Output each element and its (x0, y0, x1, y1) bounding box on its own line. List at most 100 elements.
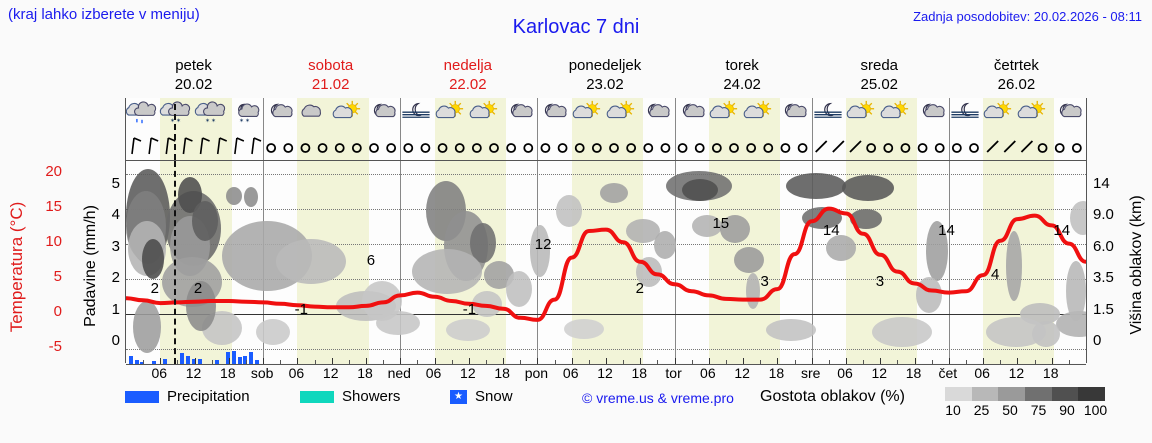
day-separator (948, 98, 950, 160)
weather-icon-moon-cloud (536, 100, 572, 128)
temperature-axis-title-text: Temperatura (°C) (7, 201, 26, 333)
x-axis-tick (811, 358, 813, 364)
x-axis-tick-label: 06 (425, 365, 442, 381)
precipitation-bar (186, 355, 191, 364)
cloud-density-step (945, 387, 972, 401)
x-axis-minor-tick (623, 360, 625, 364)
precipitation-bar (254, 359, 259, 364)
weather-icon-sun-cloud (708, 100, 744, 128)
temperature-tick: 10 (45, 232, 62, 250)
weather-icon-sun-cloud (982, 100, 1018, 128)
day-separator (400, 98, 402, 160)
x-axis-minor-tick (417, 360, 419, 364)
temperature-point-label: 15 (712, 214, 730, 232)
day-header-7: četrtek 26.02 (948, 56, 1085, 94)
x-axis-minor-tick (657, 360, 659, 364)
x-axis-minor-tick (863, 360, 865, 364)
x-axis-minor-tick (588, 360, 590, 364)
day-date: 21.02 (311, 76, 350, 93)
day-separator (811, 98, 813, 160)
day-name: sreda (860, 57, 899, 74)
graph-area: 2 2 -1 6 -1 12 2 15 3 14 3 14 4 14 (126, 160, 1086, 365)
forecast-plot: ✶ ✶ ✶ ✶ ✶ ✶ 2 2 -1 6 -1 12 2 15 3 14 3 14 4 14 (125, 98, 1087, 365)
x-axis-minor-tick (760, 360, 762, 364)
temperature-tick: -5 (48, 337, 62, 355)
x-axis-minor-tick (1000, 360, 1002, 364)
last-update-label: Zadnja posodobitev: 20.02.2026 - 08:11 (913, 9, 1142, 24)
weather-icon-moon-cloud (1051, 100, 1086, 128)
x-axis-tick (948, 358, 950, 364)
temperature-point-label: -1 (462, 300, 477, 318)
precipitation-tick: 3 (111, 237, 120, 255)
gridline (126, 208, 1086, 210)
precipitation-swatch (125, 391, 159, 404)
weather-icon-moon-fog (399, 100, 435, 128)
cloud-density-step (1078, 387, 1106, 401)
precipitation-bar (197, 358, 202, 364)
x-axis-minor-tick (348, 360, 350, 364)
x-axis-tick-label: 06 (151, 365, 168, 381)
x-axis-minor-tick (520, 360, 522, 364)
x-axis-tick-label: 12 (597, 365, 613, 381)
x-axis-tick (606, 358, 607, 364)
cloud-density-field (126, 169, 1086, 353)
day-separator (537, 98, 539, 160)
temperature-tick: 20 (45, 162, 62, 180)
x-axis-tick-label: tor (665, 365, 682, 381)
day-separator (674, 98, 676, 160)
svg-text:✶: ✶ (205, 117, 210, 124)
cloud-density-step (971, 387, 999, 401)
snow-swatch-icon: ★ (450, 390, 467, 405)
cloud-density-legend-title: Gostota oblakov (%) (760, 388, 905, 405)
weather-icon-moon-cloud (365, 100, 401, 128)
temperature-point-label: 2 (635, 279, 644, 297)
x-axis-minor-tick (486, 360, 487, 364)
day-separator (948, 161, 950, 364)
day-name: četrtek (993, 57, 1039, 74)
x-axis-tick-label: 18 (768, 365, 785, 381)
weather-icon-moon-cloud (502, 100, 538, 128)
x-axis-tick (708, 358, 710, 364)
x-axis-tick-label: 12 (460, 365, 476, 381)
x-axis-tick (468, 358, 470, 364)
day-separator (674, 161, 676, 364)
weather-icon-sun-cloud (434, 100, 470, 128)
day-name: ponedeljek (568, 57, 642, 74)
x-axis-minor-tick (211, 360, 213, 364)
x-axis-minor-tick (1034, 360, 1036, 364)
x-axis-minor-tick (246, 360, 247, 364)
temperature-axis-title: Temperatura (°C) (2, 175, 30, 360)
x-axis-tick-label: ned (387, 365, 411, 381)
svg-text:✶: ✶ (176, 117, 181, 124)
x-axis-tick (880, 358, 882, 364)
day-date: 23.02 (586, 76, 624, 93)
gridline (126, 173, 1086, 175)
day-date: 24.02 (723, 76, 761, 93)
page-title: Karlovac 7 dni (512, 16, 640, 38)
weather-icon-sun-cloud (879, 100, 915, 128)
weather-icon-sun-cloud (331, 100, 367, 128)
weather-icon-sun-cloud (1016, 100, 1052, 128)
temperature-point-label: 12 (534, 235, 552, 253)
svg-text:✶: ✶ (211, 117, 216, 124)
weather-icon-moon-cloud-snow: ✶ ✶ (228, 100, 264, 128)
x-axis-tick-label: 18 (357, 365, 373, 381)
x-axis-minor-tick (794, 360, 796, 364)
x-axis-tick-label: 18 (494, 365, 510, 381)
current-time-marker (174, 161, 176, 364)
x-axis-tick (297, 358, 299, 364)
svg-text:✶: ✶ (245, 117, 250, 124)
x-axis-minor-tick (314, 360, 316, 364)
weather-icon-sun-cloud (605, 100, 641, 128)
copyright-link[interactable]: © vreme.us & vreme.pro (582, 390, 734, 406)
day-separator (263, 98, 265, 160)
precipitation-bar (226, 351, 231, 364)
precipitation-tick: 0 (111, 332, 120, 349)
x-axis-minor-tick (280, 360, 282, 364)
weather-icon-moon-fog (948, 100, 984, 128)
x-axis-minor-tick (451, 360, 453, 364)
x-axis-minor-tick (1068, 360, 1070, 364)
x-axis-tick-label: 06 (700, 365, 716, 381)
temperature-point-label: 2 (150, 279, 159, 297)
weather-icon-sun-cloud (742, 100, 778, 128)
